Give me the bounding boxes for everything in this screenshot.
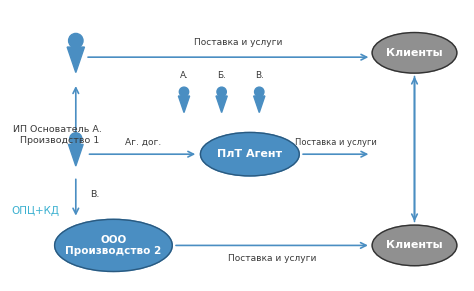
Text: А.: А. bbox=[180, 71, 189, 80]
Text: Аг. дог.: Аг. дог. bbox=[125, 138, 161, 147]
Polygon shape bbox=[67, 47, 84, 72]
Text: Б.: Б. bbox=[217, 71, 226, 80]
Ellipse shape bbox=[55, 219, 172, 272]
Text: Клиенты: Клиенты bbox=[386, 240, 443, 251]
Text: Поставка и услуги: Поставка и услуги bbox=[295, 138, 376, 147]
Ellipse shape bbox=[372, 225, 457, 266]
Ellipse shape bbox=[69, 33, 83, 48]
Polygon shape bbox=[254, 96, 265, 113]
Text: В.: В. bbox=[90, 190, 99, 199]
Ellipse shape bbox=[255, 87, 264, 97]
Text: ИП Основатель А.
  Производство 1: ИП Основатель А. Производство 1 bbox=[12, 125, 101, 145]
Text: Клиенты: Клиенты bbox=[386, 48, 443, 58]
Ellipse shape bbox=[372, 33, 457, 73]
Ellipse shape bbox=[70, 133, 82, 145]
Ellipse shape bbox=[201, 132, 299, 176]
Text: Поставка и услуги: Поставка и услуги bbox=[194, 38, 283, 47]
Polygon shape bbox=[216, 96, 227, 113]
Text: ПлТ Агент: ПлТ Агент bbox=[217, 149, 283, 159]
Text: ООО
Производство 2: ООО Производство 2 bbox=[65, 235, 162, 256]
Polygon shape bbox=[178, 96, 190, 113]
Ellipse shape bbox=[217, 87, 226, 97]
Text: В.: В. bbox=[255, 71, 264, 80]
Text: Поставка и услуги: Поставка и услуги bbox=[228, 254, 316, 263]
Polygon shape bbox=[68, 144, 83, 166]
Text: ОПЦ+КД: ОПЦ+КД bbox=[11, 206, 59, 216]
Ellipse shape bbox=[179, 87, 189, 97]
